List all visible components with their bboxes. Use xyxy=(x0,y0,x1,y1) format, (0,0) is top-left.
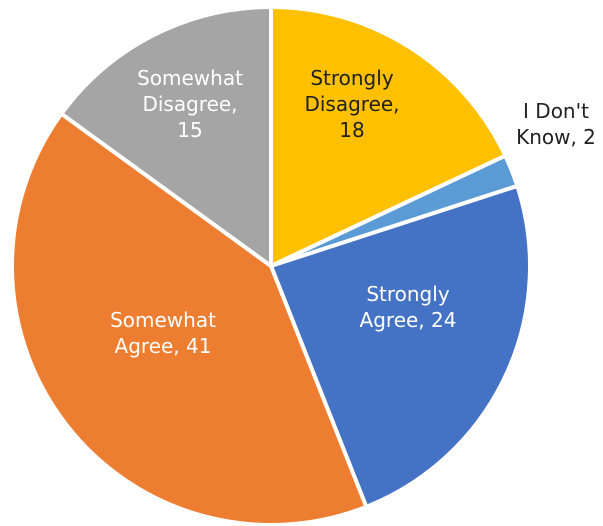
data-label-line: Strongly xyxy=(366,282,449,306)
data-label-somewhat-disagree: Somewhat Disagree, 15 xyxy=(137,66,243,142)
data-label-i-don-t-know: I Don't Know, 2 xyxy=(516,99,596,149)
data-label-line: 15 xyxy=(177,118,202,142)
data-label-line: Disagree, xyxy=(142,92,237,116)
data-label-line: Strongly xyxy=(310,66,393,90)
data-label-line: Somewhat xyxy=(110,308,216,332)
pie-slice-strongly-disagree xyxy=(269,5,508,268)
pie-slices xyxy=(10,5,532,526)
data-label-line: Agree, 24 xyxy=(360,308,457,332)
data-label-line: Somewhat xyxy=(137,66,243,90)
data-label-line: I Don't xyxy=(523,99,589,123)
pie-data-labels: Strongly Disagree, 18I Don't Know, 2Strongl… xyxy=(110,66,596,358)
data-label-line: Agree, 41 xyxy=(115,334,212,358)
data-label-line: 18 xyxy=(339,118,364,142)
data-label-strongly-agree: Strongly Agree, 24 xyxy=(360,282,457,332)
pie-slice-somewhat-disagree xyxy=(59,5,273,268)
pie-slice-somewhat-agree xyxy=(10,111,369,526)
data-label-line: Disagree, xyxy=(304,92,399,116)
data-label-strongly-disagree: Strongly Disagree, 18 xyxy=(304,66,399,142)
data-label-line: Know, 2 xyxy=(516,125,596,149)
data-label-somewhat-agree: Somewhat Agree, 41 xyxy=(110,308,216,358)
